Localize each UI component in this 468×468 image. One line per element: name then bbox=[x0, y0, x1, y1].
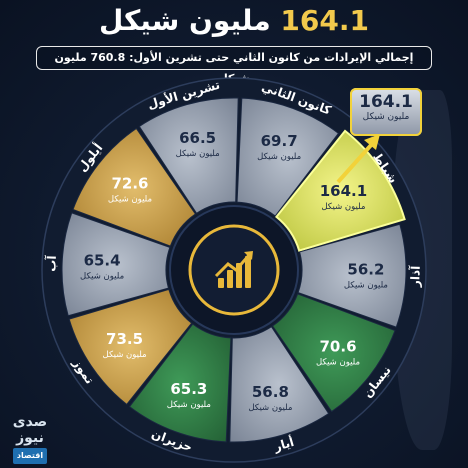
segment-7 bbox=[68, 288, 193, 406]
title-number: 164.1 bbox=[280, 4, 369, 37]
unit-label-9: مليون شيكل bbox=[108, 195, 152, 205]
value-label-9: 72.6 bbox=[111, 175, 148, 193]
unit-label-5: مليون شيكل bbox=[248, 403, 292, 413]
value-label-6: 65.3 bbox=[170, 380, 207, 398]
month-label-5: أيار bbox=[271, 434, 295, 454]
brand-tag: اقتصاد bbox=[12, 448, 48, 464]
segment-9 bbox=[72, 127, 197, 247]
title-text: مليون شيكل bbox=[99, 4, 271, 37]
value-label-3: 56.2 bbox=[347, 261, 384, 279]
callout-value: 164.1 bbox=[359, 92, 413, 112]
callout-arrow-line bbox=[336, 142, 374, 184]
icon-bar-1 bbox=[218, 278, 224, 288]
value-label-7: 73.5 bbox=[106, 330, 143, 348]
value-label-5: 56.8 bbox=[252, 383, 289, 401]
month-label-8: آب bbox=[43, 254, 59, 272]
value-label-10: 66.5 bbox=[179, 129, 216, 147]
callout-unit: مليون شيكل bbox=[362, 112, 410, 122]
unit-label-2: مليون شيكل bbox=[321, 202, 365, 212]
value-label-2: 164.1 bbox=[320, 182, 367, 200]
segment-6 bbox=[128, 323, 232, 443]
subtitle-banner: إجمالي الإيرادات من كانون الثاني حتى تشر… bbox=[36, 46, 432, 85]
brand-logo: صدى نيوز اقتصاد bbox=[4, 414, 56, 464]
icon-bar-2 bbox=[227, 270, 233, 288]
segment-5 bbox=[229, 326, 330, 443]
icon-bar-4 bbox=[245, 256, 251, 288]
unit-label-3: مليون شيكل bbox=[344, 281, 388, 291]
unit-label-4: مليون شيكل bbox=[316, 357, 360, 367]
unit-label-10: مليون شيكل bbox=[176, 149, 220, 159]
segment-3 bbox=[297, 223, 407, 328]
unit-label-7: مليون شيكل bbox=[103, 350, 147, 360]
segment-4 bbox=[271, 293, 396, 413]
unit-label-8: مليون شيكل bbox=[80, 271, 124, 281]
highlight-callout: 164.1 مليون شيكل bbox=[350, 88, 422, 136]
callout-arrowhead bbox=[364, 134, 380, 150]
value-label-4: 70.6 bbox=[320, 337, 357, 355]
segment-8 bbox=[61, 212, 171, 317]
page-title: 164.1 مليون شيكل bbox=[0, 4, 468, 37]
brand-name: صدى نيوز bbox=[12, 414, 48, 446]
chart-growth-icon bbox=[214, 251, 253, 288]
value-label-8: 65.4 bbox=[84, 251, 121, 269]
segment-10 bbox=[138, 97, 239, 214]
icon-trend-line bbox=[214, 253, 252, 278]
segment-1 bbox=[236, 97, 340, 217]
month-label-3: آذار bbox=[407, 265, 423, 289]
unit-label-1: مليون شيكل bbox=[257, 152, 301, 162]
value-label-1: 69.7 bbox=[261, 132, 298, 150]
icon-arrowhead bbox=[244, 251, 253, 260]
unit-label-6: مليون شيكل bbox=[167, 400, 211, 410]
